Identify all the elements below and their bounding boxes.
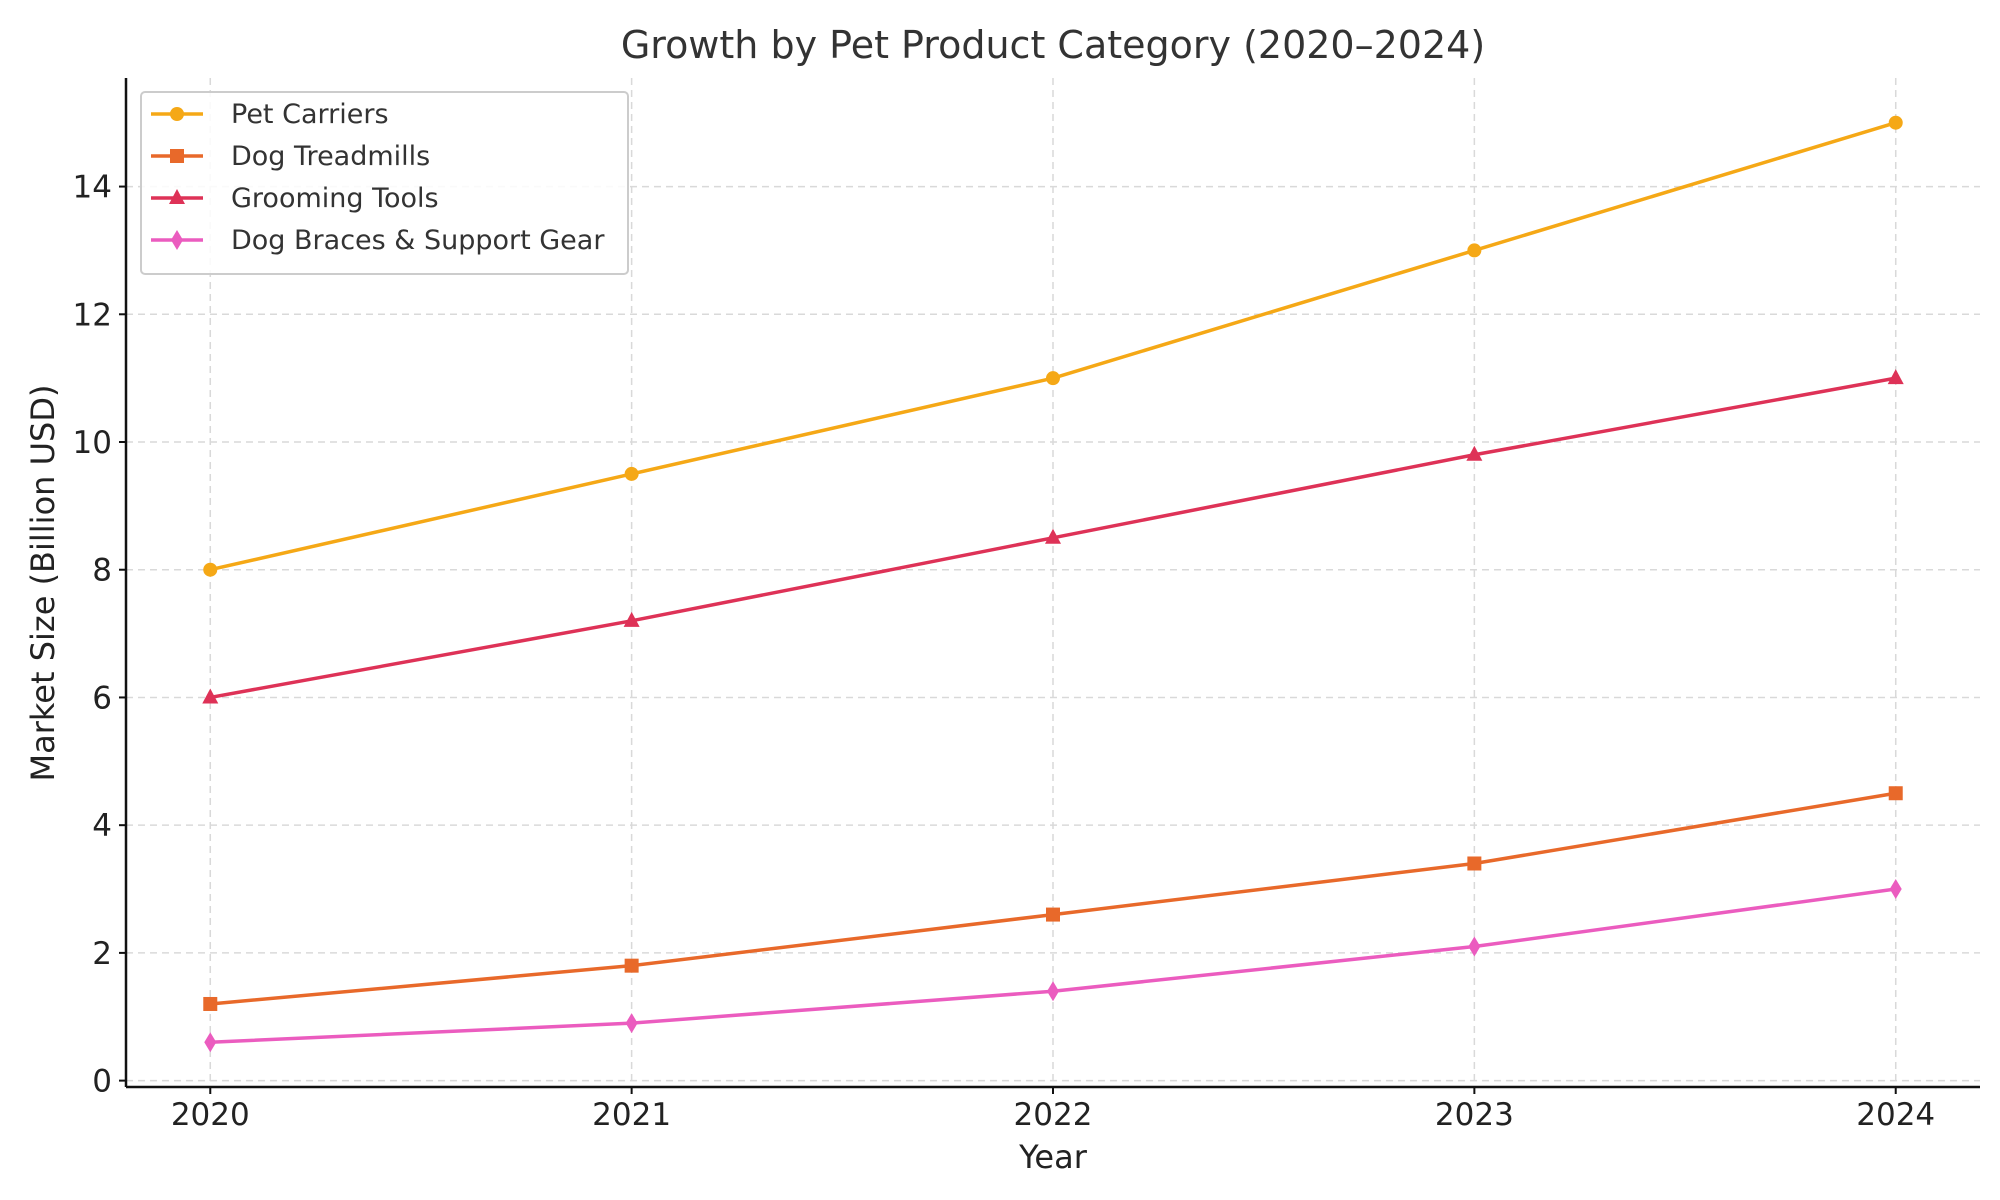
data-point <box>623 611 640 627</box>
y-tick-label: 4 <box>92 808 112 844</box>
legend-marker <box>169 189 185 204</box>
y-tick-label: 6 <box>92 680 112 716</box>
data-point <box>202 688 219 704</box>
y-axis-title: Market Size (Billion USD) <box>24 385 62 782</box>
legend-marker <box>171 230 183 250</box>
data-point <box>203 996 218 1011</box>
series-dog-braces-support-gear <box>204 879 1902 1053</box>
data-point <box>1888 786 1903 801</box>
legend-label: Dog Braces & Support Gear <box>231 225 605 256</box>
data-point <box>1047 981 1059 1002</box>
legend-entry: Grooming Tools <box>151 183 439 214</box>
y-tick-label: 14 <box>73 170 112 206</box>
y-tick-label: 0 <box>92 1064 112 1100</box>
data-point <box>1888 115 1903 130</box>
data-point <box>1467 243 1482 258</box>
legend-marker <box>170 149 184 163</box>
x-axis-title: Year <box>1018 1138 1088 1176</box>
series-pet-carriers <box>203 115 1903 577</box>
data-point <box>1889 879 1902 900</box>
legend-entry: Dog Braces & Support Gear <box>151 225 605 256</box>
data-point <box>1046 907 1060 922</box>
x-tick-label: 2021 <box>592 1097 671 1133</box>
x-tick-label: 2024 <box>1856 1097 1935 1133</box>
data-point <box>624 958 639 973</box>
data-point <box>1466 445 1483 461</box>
legend-label: Pet Carriers <box>231 99 389 130</box>
y-tick-label: 8 <box>92 553 112 589</box>
series-dog-treadmills <box>203 786 1903 1011</box>
data-point <box>203 562 218 577</box>
data-point <box>624 466 639 481</box>
x-tick-label: 2020 <box>171 1097 250 1133</box>
legend-marker <box>170 107 184 121</box>
legend-entry: Pet Carriers <box>151 99 389 130</box>
series-grooming-tools <box>202 369 1904 704</box>
legend-label: Grooming Tools <box>231 183 439 214</box>
data-point <box>1045 528 1061 544</box>
legend-box <box>140 91 629 275</box>
chart-title: Growth by Pet Product Category (2020–202… <box>621 23 1485 67</box>
ticks: 0 2 4 6 8 10 12 14 2020 2021 2022 2023 2024 <box>73 170 1936 1133</box>
x-tick-label: 2022 <box>1014 1097 1093 1133</box>
data-point <box>1468 936 1481 957</box>
x-tick-label: 2023 <box>1435 1097 1514 1133</box>
data-point <box>1887 369 1904 385</box>
data-point <box>1046 371 1060 386</box>
y-tick-label: 2 <box>92 936 112 972</box>
data-point <box>204 1032 217 1053</box>
legend-label: Dog Treadmills <box>231 141 430 172</box>
data-point <box>1467 856 1482 871</box>
y-tick-label: 10 <box>73 425 112 461</box>
series-layer <box>202 115 1904 1053</box>
y-tick-label: 12 <box>73 297 112 333</box>
legend: Pet Carriers Dog Treadmills Grooming Tools… <box>140 91 629 275</box>
legend-entry: Dog Treadmills <box>151 141 430 172</box>
data-point <box>625 1013 638 1034</box>
